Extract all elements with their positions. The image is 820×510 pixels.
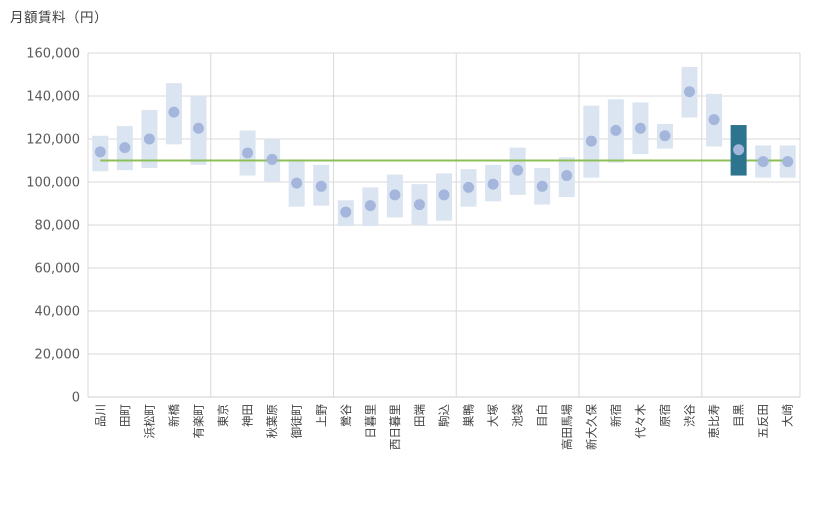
x-axis-category-label: 大崎 [781,404,795,427]
median-dot-目白 [536,180,548,192]
median-dot-大塚 [487,178,499,190]
x-axis-category-label: 浜松町 [142,404,156,439]
median-dot-新宿 [610,124,622,136]
x-axis-category-label: 目白 [535,404,549,427]
median-dot-上野 [315,180,327,192]
x-axis-category-label: 新宿 [609,404,623,427]
median-dot-田町 [119,142,131,154]
median-dot-日暮里 [364,200,376,212]
y-axis-tick-label: 140,000 [26,90,80,105]
x-axis-category-label: 西日暮里 [388,404,402,450]
median-dot-有楽町 [192,122,204,134]
median-dot-鶯谷 [340,206,352,218]
x-axis-category-label: 日暮里 [363,404,377,439]
x-axis-category-label: 品川 [93,404,107,427]
x-axis-category-label: 駒込 [437,404,451,427]
median-dot-代々木 [634,122,646,134]
median-dot-浜松町 [143,133,155,145]
x-axis-category-label: 神田 [241,404,255,427]
x-axis-category-label: 田端 [412,404,426,427]
x-axis-category-label: 鶯谷 [339,404,353,427]
median-dot-田端 [413,199,425,211]
median-dot-御徒町 [291,177,303,189]
x-axis-category-label: 恵比寿 [707,404,721,439]
x-axis-category-label: 高田馬場 [560,404,574,450]
y-axis-tick-label: 0 [72,391,80,406]
x-axis-category-label: 代々木 [633,404,647,439]
x-axis-category-label: 渋谷 [683,404,697,427]
y-axis-tick-label: 100,000 [26,176,80,191]
median-dot-新橋 [168,106,180,118]
x-axis-category-label: 目黒 [732,404,746,427]
median-dot-大崎 [782,156,794,168]
median-dot-品川 [94,146,106,158]
median-dot-高田馬場 [561,170,573,182]
y-axis-tick-label: 160,000 [26,47,80,62]
median-dot-目黒 [733,144,745,156]
x-axis-category-label: 東京 [216,404,230,427]
median-dot-原宿 [659,130,671,142]
x-axis-category-label: 御徒町 [290,404,304,439]
y-axis-tick-label: 120,000 [26,133,80,148]
median-dot-新大久保 [585,135,597,147]
median-dot-神田 [242,147,254,159]
x-axis-category-label: 有楽町 [192,404,206,439]
y-axis-tick-label: 40,000 [35,305,81,320]
y-axis-tick-label: 20,000 [35,348,81,363]
median-dot-巣鴨 [463,181,475,193]
x-axis-category-label: 池袋 [511,404,525,427]
y-axis-title: 月額賃料（円） [10,10,108,26]
x-axis-category-label: 上野 [314,404,328,427]
median-dot-渋谷 [684,86,696,98]
median-dot-恵比寿 [708,114,720,126]
median-dot-五反田 [757,156,769,168]
x-axis-category-label: 五反田 [756,404,770,439]
x-axis-category-label: 原宿 [658,404,672,427]
x-axis-category-label: 秋葉原 [265,404,279,439]
x-axis-category-label: 田町 [118,404,132,427]
median-dot-秋葉原 [266,153,278,165]
x-axis-category-label: 新大久保 [584,404,598,450]
y-axis-tick-label: 80,000 [35,219,81,234]
x-axis-category-label: 巣鴨 [462,404,476,427]
median-dot-駒込 [438,189,450,201]
x-axis-category-label: 大塚 [486,404,500,427]
x-axis-category-label: 新橋 [167,404,181,427]
y-axis-tick-label: 60,000 [35,262,81,277]
median-dot-西日暮里 [389,189,401,201]
median-dot-池袋 [512,164,524,176]
